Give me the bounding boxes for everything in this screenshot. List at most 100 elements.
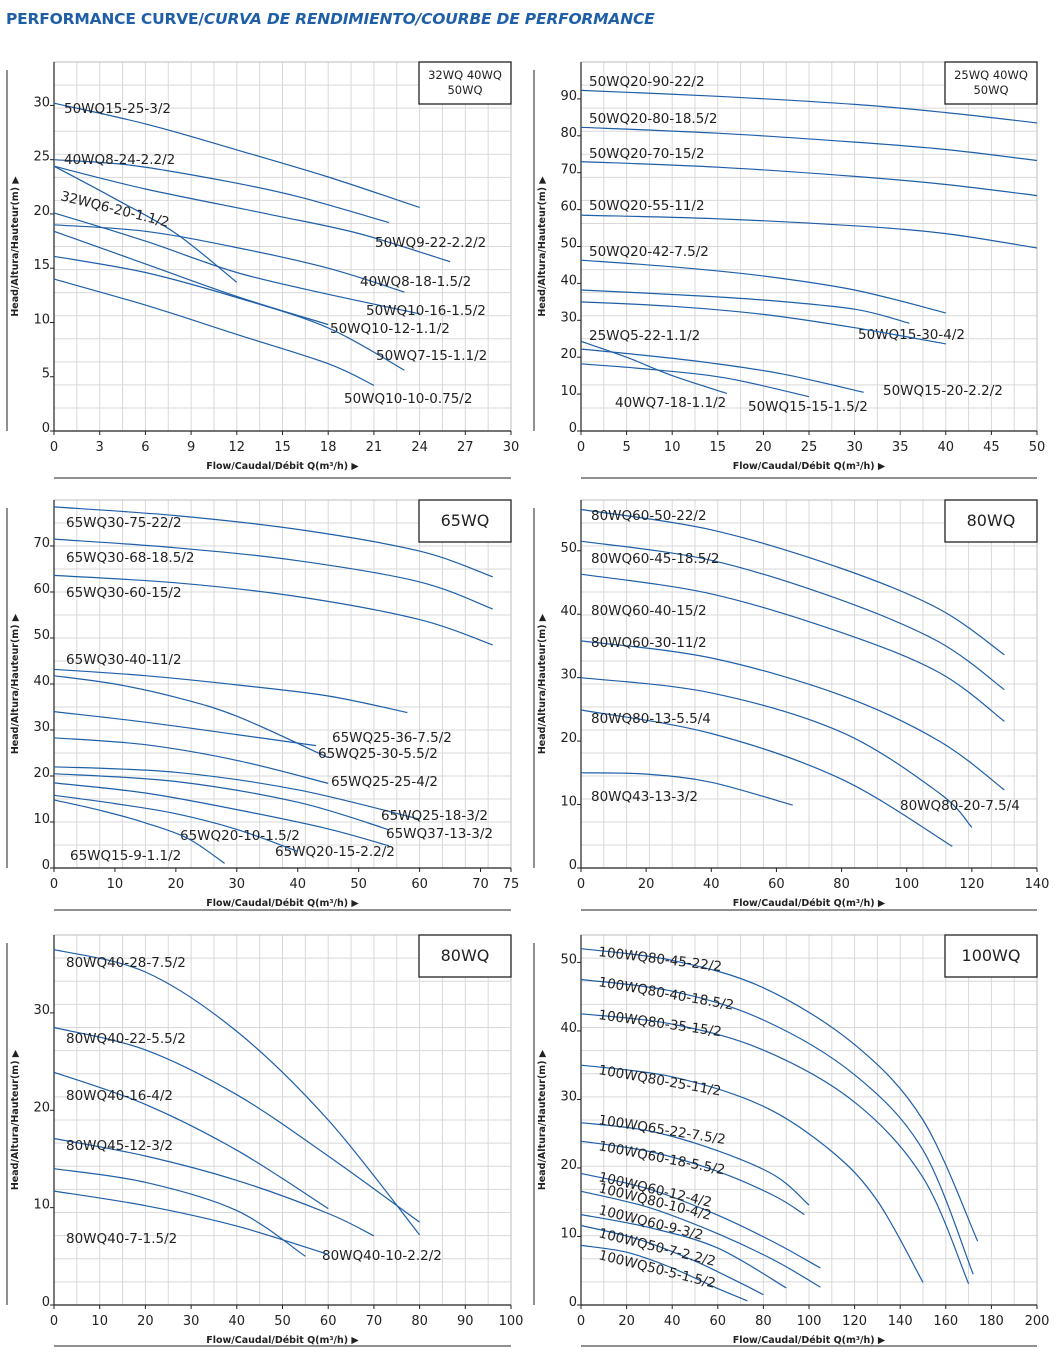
x-tick-label: 40	[664, 1314, 681, 1329]
x-tick-label: 9	[187, 440, 195, 455]
page-title: PERFORMANCE CURVE/CURVA DE RENDIMIENTO/C…	[6, 10, 655, 28]
y-tick-label: 30	[33, 1003, 50, 1018]
legend-box-text: 65WQ	[441, 511, 490, 530]
curve-label-50wq20-70-15-2: 50WQ20-70-15/2	[589, 146, 705, 162]
curve-label-80wq40-16-4-2: 80WQ40-16-4/2	[66, 1088, 173, 1104]
curve-label-65wq25-25-4-2: 65WQ25-25-4/2	[331, 774, 438, 790]
curve-65wq25-36-7-5-2	[53, 675, 329, 759]
curve-label-100wq80-40-18-5-2: 100WQ80-40-18.5/2	[597, 974, 735, 1014]
curve-80wq40-7-1-5-2	[53, 1190, 329, 1255]
x-tick-label: 70	[366, 1314, 383, 1329]
y-tick-label: 0	[42, 858, 50, 873]
chart-panel-6: 0 20 40 60 80 100 120 140 160 180 200 0 10 20 30 40 50 Fl…	[533, 934, 1049, 1347]
curve-65wq25-25-4-2	[53, 737, 329, 784]
x-tick-label: 90	[457, 1314, 474, 1329]
curve-label-50wq15-30-4-2: 50WQ15-30-4/2	[858, 327, 965, 343]
legend-box-text: 80WQ	[441, 946, 490, 965]
x-tick-label: 120	[842, 1314, 867, 1329]
y-tick-label: 20	[33, 766, 50, 781]
legend-box	[418, 61, 512, 105]
curve-label-80wq40-28-7-5-2: 80WQ40-28-7.5/2	[66, 955, 186, 971]
curve-label-65wq30-68-18-5-2: 65WQ30-68-18.5/2	[66, 550, 194, 566]
y-tick-label: 60	[33, 582, 50, 597]
y-tick-label: 20	[560, 1158, 577, 1173]
x-tick-label: 180	[979, 1314, 1004, 1329]
x-axis-title: Flow/Caudal/Débit Q(m³/h) ▶	[206, 461, 359, 472]
curve-label-80wq45-12-3-2: 80WQ45-12-3/2	[66, 1138, 173, 1154]
x-tick-label: 0	[577, 1314, 585, 1329]
curve-label-50wq20-55-11-2: 50WQ20-55-11/2	[589, 198, 705, 214]
x-tick-label: 100	[499, 1314, 524, 1329]
x-tick-label: 80	[755, 1314, 772, 1329]
x-tick-label: 5	[622, 440, 630, 455]
curve-label-65wq20-10-1-5-2: 65WQ20-10-1.5/2	[180, 828, 300, 844]
y-tick-label: 10	[560, 384, 577, 399]
curve-label-40wq8-18-1-5-2: 40WQ8-18-1.5/2	[360, 274, 471, 290]
x-axis-title: Flow/Caudal/Débit Q(m³/h) ▶	[206, 898, 359, 909]
y-axis-title: Head/Altura/Hauteur(m) ▶	[537, 1049, 548, 1190]
curve-label-25wq5-22-1-1-2: 25WQ5-22-1.1/2	[589, 328, 700, 344]
curve-label-50wq15-25-3-2: 50WQ15-25-3/2	[64, 101, 171, 117]
x-tick-label: 30	[846, 440, 863, 455]
x-tick-label: 80	[411, 1314, 428, 1329]
curve-65wq30-40-11-2	[53, 668, 408, 714]
curve-25wq5-22-1-1-2	[580, 340, 728, 394]
curve-50wq15-30-4-2	[580, 289, 910, 324]
curve-65wq37-13-3-2	[53, 773, 390, 831]
x-tick-label: 40	[289, 877, 306, 892]
curve-100wq60-18-5-5-2	[580, 1140, 805, 1216]
x-tick-label: 35	[892, 440, 909, 455]
x-tick-label: 100	[894, 877, 919, 892]
x-tick-label: 60	[320, 1314, 337, 1329]
y-tick-label: 60	[560, 200, 577, 215]
curve-32wq6-20-1-1-2	[53, 165, 238, 283]
page-title-main: PERFORMANCE CURVE/	[6, 10, 204, 28]
y-tick-label: 0	[569, 1295, 577, 1310]
curve-label-100wq80-45-22-2: 100WQ80-45-22/2	[598, 944, 723, 975]
x-tick-label: 80	[833, 877, 850, 892]
x-tick-label: 50	[274, 1314, 291, 1329]
y-tick-label: 20	[560, 347, 577, 362]
curve-label-100wq80-35-15-2: 100WQ80-35-15/2	[597, 1007, 722, 1040]
curve-label-65wq25-30-5-5-2: 65WQ25-30-5.5/2	[318, 746, 438, 762]
y-axis-title: Head/Altura/Hauteur(m) ▶	[10, 176, 21, 317]
x-tick-label: 20	[638, 877, 655, 892]
x-tick-label: 60	[768, 877, 785, 892]
x-tick-label: 21	[366, 440, 383, 455]
y-tick-label: 25	[33, 150, 50, 165]
curve-80wq60-45-18-5-2	[580, 540, 1005, 691]
curve-100wq60-9-3-2	[580, 1214, 787, 1289]
curve-50wq10-10-0-75-2	[53, 278, 375, 386]
curve-label-65wq37-13-3-2: 65WQ37-13-3/2	[386, 826, 493, 842]
curve-65wq15-9-1-1-2	[53, 799, 225, 864]
x-tick-label: 60	[411, 877, 428, 892]
x-tick-label: 6	[141, 440, 149, 455]
chart-panel-1: 0 3 6 9 12 15 18 21 24 27 30 0 5 10 15 20 25 30 Flow/Cauda…	[6, 61, 519, 479]
curve-label-80wq60-50-22-2: 80WQ60-50-22/2	[591, 508, 707, 524]
y-tick-label: 30	[33, 95, 50, 110]
curve-label-65wq30-40-11-2: 65WQ30-40-11/2	[66, 652, 182, 668]
curve-65wq25-18-3-2	[53, 766, 420, 820]
curve-65wq25-30-5-5-2	[53, 711, 317, 747]
curve-50wq20-70-15-2	[580, 161, 1038, 197]
x-tick-label: 160	[933, 1314, 958, 1329]
y-tick-label: 10	[33, 312, 50, 327]
curve-label-100wq80-25-11-2: 100WQ80-25-11/2	[597, 1062, 722, 1099]
x-tick-label: 0	[50, 440, 58, 455]
curve-65wq30-68-18-5-2	[53, 538, 493, 610]
x-tick-label: 12	[229, 440, 246, 455]
y-axis-title: Head/Altura/Hauteur(m) ▶	[10, 1049, 21, 1190]
y-tick-label: 15	[33, 258, 50, 273]
curve-50wq20-55-11-2	[580, 214, 1038, 249]
curve-label-50wq7-15-1-1-2: 50WQ7-15-1.1/2	[376, 348, 487, 364]
legend-box-text: 25WQ 40WQ	[954, 68, 1028, 82]
curve-label-32wq6-20-1-1-2: 32WQ6-20-1.1/2	[59, 188, 171, 230]
legend-box-text: 50WQ	[973, 83, 1008, 97]
x-tick-label: 24	[411, 440, 428, 455]
curve-100wq50-5-1-5-2	[580, 1244, 748, 1302]
curve-80wq60-40-15-2	[580, 573, 1005, 722]
curve-65wq30-75-22-2	[53, 506, 493, 578]
curve-65wq30-60-15-2	[53, 574, 493, 646]
curve-50wq20-42-7-5-2	[580, 259, 946, 314]
x-tick-label: 10	[664, 440, 681, 455]
